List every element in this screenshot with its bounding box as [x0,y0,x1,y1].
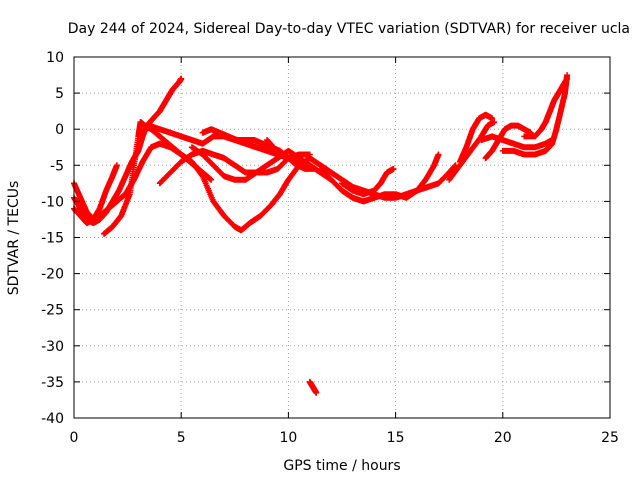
data-series-m [339,165,397,198]
y-tick-label: 10 [46,50,64,66]
data-series-r [499,72,571,158]
x-tick-label: 25 [601,430,619,446]
y-tick-label: -15 [41,231,64,247]
axis-ticks: 0 5 10 15 20 25 10 5 0 -5 -10 -15 -20 -25 -30 -35 -40 [41,50,619,446]
y-tick-label: -25 [41,303,64,319]
y-tick-label: 0 [55,122,64,138]
x-tick-label: 10 [279,430,297,446]
x-tick-label: 5 [177,430,186,446]
y-tick-label: -40 [41,411,64,427]
x-tick-label: 20 [494,430,512,446]
data-series-i [264,137,292,162]
x-axis-label: GPS time / hours [283,458,400,474]
chart-title: Day 244 of 2024, Sidereal Day-to-day VTE… [68,21,630,37]
y-tick-label: 5 [55,86,64,102]
grid-lines [74,57,610,418]
x-tick-label: 0 [70,430,79,446]
data-series-s [521,75,571,140]
y-tick-label: -5 [50,158,64,174]
data-series-p [482,122,534,162]
data-series-q [478,133,556,151]
y-tick-label: -20 [41,267,64,283]
x-tick-label: 15 [387,430,405,446]
y-tick-label: -30 [41,339,64,355]
y-axis-label: SDTVAR / TECUs [6,181,22,296]
data-series-d [101,119,215,237]
y-tick-label: -35 [41,375,64,391]
data-series-j [306,378,320,396]
data-series-l [317,151,442,205]
data-series-o [456,111,496,165]
y-tick-label: -10 [41,194,64,210]
data-points [71,72,571,396]
